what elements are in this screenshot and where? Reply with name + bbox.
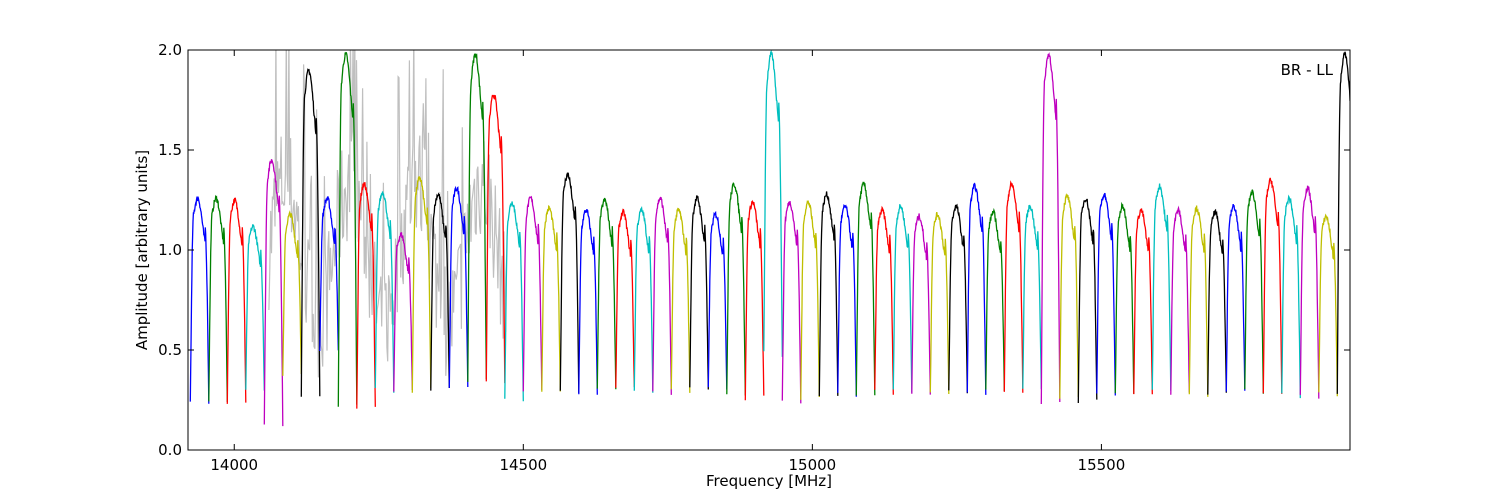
x-tick-label: 15000: [788, 456, 836, 474]
band-series-7: [300, 68, 321, 397]
x-tick-label: 15500: [1078, 456, 1126, 474]
band-series-53: [1151, 183, 1172, 391]
band-series-58: [1244, 189, 1264, 394]
y-tick-label: 1.0: [158, 241, 182, 259]
band-series-17: [485, 94, 506, 384]
band-series-34: [800, 200, 820, 400]
band-series-60: [1281, 194, 1301, 399]
band-series-19: [522, 195, 543, 392]
band-series-30: [726, 182, 746, 396]
band-series-56: [1207, 208, 1227, 395]
band-series-15: [448, 185, 469, 388]
band-series-47: [1040, 52, 1061, 405]
x-axis-label: Frequency [MHz]: [706, 472, 832, 490]
y-axis-label: Amplitude [arbitrary units]: [133, 150, 151, 350]
band-series-35: [818, 191, 839, 397]
y-tick-label: 0.0: [158, 441, 182, 459]
band-series-27: [670, 207, 691, 393]
band-series-54: [1170, 205, 1190, 395]
band-series-24: [615, 208, 635, 388]
band-series-42: [948, 203, 968, 394]
band-series-31: [744, 199, 765, 401]
reference-series: [268, 50, 507, 378]
band-series-21: [559, 172, 580, 394]
band-series-26: [652, 196, 672, 395]
band-series-63: [1336, 51, 1350, 394]
band-series-4: [245, 224, 265, 391]
band-series-16: [467, 53, 487, 382]
series-layer: [189, 50, 1350, 427]
band-series-25: [633, 205, 654, 393]
band-series-2: [208, 194, 228, 403]
band-series-46: [1022, 204, 1042, 390]
band-series-40: [911, 213, 931, 395]
x-tick-label: 14500: [499, 456, 547, 474]
y-tick-label: 0.5: [158, 341, 182, 359]
band-series-13: [411, 176, 432, 393]
band-series-52: [1133, 208, 1153, 395]
band-series-23: [596, 197, 617, 390]
band-series-36: [837, 204, 857, 397]
band-series-29: [707, 210, 728, 390]
band-series-44: [985, 207, 1005, 392]
band-series-61: [1299, 185, 1320, 399]
band-series-43: [966, 182, 987, 395]
band-series-62: [1318, 213, 1338, 397]
band-series-59: [1262, 177, 1283, 394]
band-series-5: [263, 159, 284, 427]
band-series-9: [337, 51, 358, 407]
band-series-33: [781, 201, 802, 404]
band-series-12: [393, 232, 413, 392]
band-series-8: [319, 196, 339, 352]
band-series-10: [356, 182, 376, 409]
band-series-3: [226, 197, 247, 404]
band-series-48: [1059, 192, 1079, 399]
band-series-38: [874, 205, 894, 395]
band-series-22: [578, 208, 598, 395]
plot-background: [188, 50, 1350, 450]
band-series-11: [374, 191, 395, 393]
band-series-41: [929, 211, 950, 395]
band-series-28: [689, 195, 709, 390]
annotation: BR - LL: [1281, 61, 1334, 79]
band-series-57: [1225, 203, 1246, 392]
band-series-50: [1096, 192, 1116, 396]
tick-layer: 14000 14500 15000 15500 0.0 0.5 1.0 1.5 2.0: [158, 41, 1350, 474]
y-tick-label: 1.5: [158, 141, 182, 159]
band-series-32: [763, 50, 783, 357]
band-series-1: [189, 195, 210, 404]
band-series-18: [504, 201, 524, 402]
band-series-37: [855, 181, 876, 396]
band-series-45: [1003, 180, 1024, 393]
band-series-20: [541, 204, 561, 392]
band-series-49: [1077, 198, 1098, 404]
band-series-55: [1188, 205, 1209, 397]
band-series-39: [892, 204, 913, 393]
y-tick-label: 2.0: [158, 41, 182, 59]
x-tick-label: 14000: [210, 456, 258, 474]
band-series-51: [1114, 201, 1135, 394]
band-series-6: [282, 210, 302, 376]
band-series-14: [430, 192, 450, 391]
